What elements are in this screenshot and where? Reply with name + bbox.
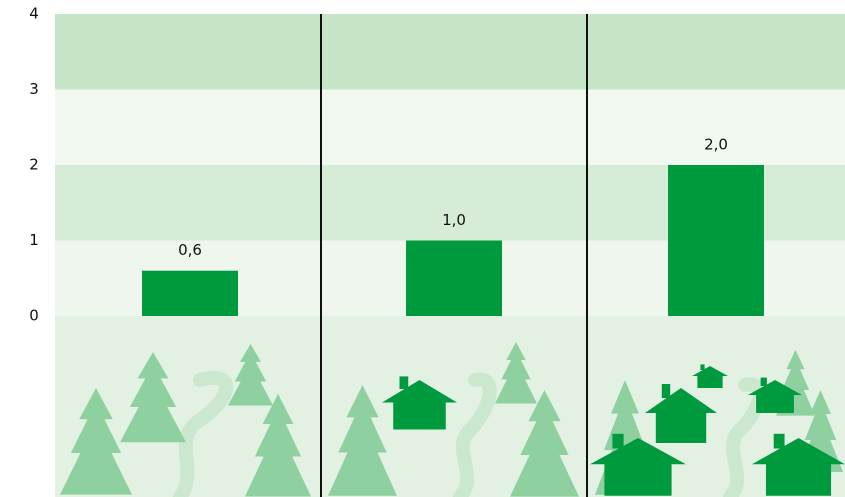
bar: [668, 165, 764, 316]
value-label: 0,6: [178, 241, 202, 259]
bar: [406, 241, 502, 317]
value-label: 1,0: [442, 211, 466, 229]
y-tick-label: 1: [29, 231, 39, 249]
y-tick-label: 0: [29, 307, 39, 325]
bar: [142, 271, 238, 316]
y-tick-label: 2: [29, 156, 39, 174]
grid-band: [55, 14, 845, 90]
illustration: [55, 316, 845, 497]
chart: 0 1 2 3 4 0,6 1,0 2,0: [0, 0, 845, 497]
value-label: 2,0: [704, 136, 728, 154]
y-tick-label: 4: [29, 5, 39, 23]
y-tick-label: 3: [29, 80, 39, 98]
grid-band: [55, 90, 845, 166]
